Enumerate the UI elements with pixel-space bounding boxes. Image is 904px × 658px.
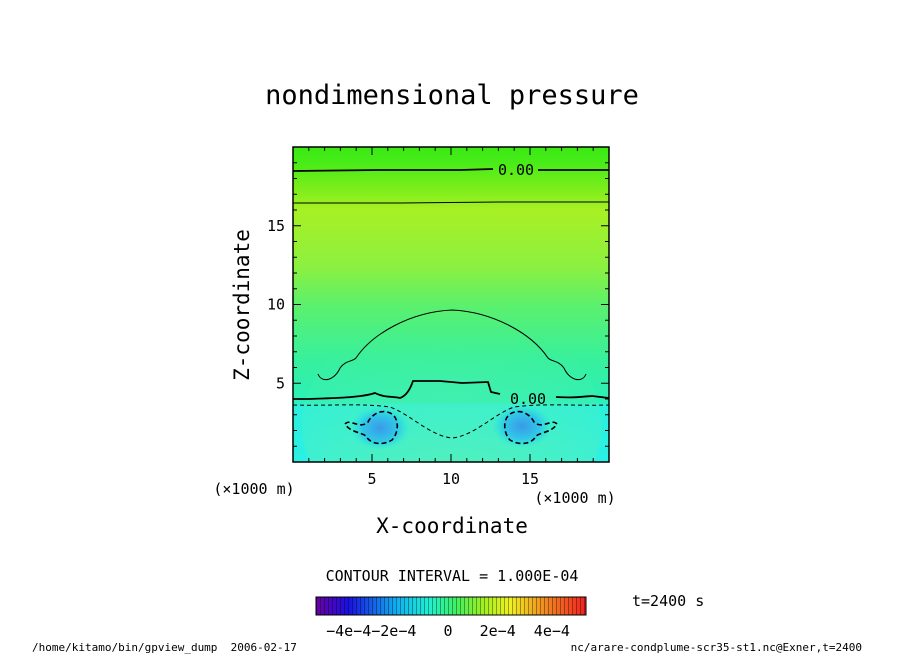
footer-right: nc/arare-condplume-scr35-st1.nc@Exner,t=…: [571, 641, 862, 654]
contour-label-lower: 0.00: [510, 390, 546, 408]
contour-interval-text: CONTOUR INTERVAL = 1.000E-04: [326, 567, 579, 585]
plot-area: 0.00 0.00: [293, 147, 609, 462]
colorbar-tick-labels: −4e−4−2e−4 0 2e−4 4e−4: [326, 622, 570, 640]
contour-top-line: [293, 168, 609, 172]
contour-dashed-right-blob: [503, 410, 558, 445]
contour-label-top: 0.00: [498, 161, 534, 179]
contour-dashed-arc: [293, 404, 609, 439]
x-axis-label: X-coordinate: [376, 514, 528, 538]
x-unit-label-left: (×1000 m): [213, 480, 294, 498]
contour-dashed-left-blob: [344, 410, 399, 445]
contour-upper-thin: [293, 201, 609, 204]
y-axis-ticks: 5 10 15: [267, 162, 609, 447]
contour-zero-lower: [293, 380, 609, 400]
low-pressure-core-right: [492, 404, 552, 448]
contour-dome: [317, 309, 587, 381]
x-tick-label: 15: [521, 470, 539, 488]
y-tick-label: 10: [267, 296, 285, 314]
x-axis-ticks: 5 10 15: [308, 147, 594, 488]
x-tick-label: 5: [367, 470, 376, 488]
time-label: t=2400 s: [632, 592, 704, 610]
y-tick-label: 15: [267, 217, 285, 235]
y-tick-label: 5: [276, 374, 285, 392]
chart-title: nondimensional pressure: [265, 80, 639, 111]
x-tick-label: 10: [442, 470, 460, 488]
colorbar-stripes: [316, 597, 586, 615]
footer-left: /home/kitamo/bin/gpview_dump 2006-02-17: [32, 641, 297, 654]
y-axis-label: Z-coordinate: [230, 229, 254, 381]
colorbar-frame: [315, 596, 587, 616]
x-unit-label-right: (×1000 m): [534, 489, 615, 507]
colorbar: −4e−4−2e−4 0 2e−4 4e−4: [315, 596, 587, 640]
